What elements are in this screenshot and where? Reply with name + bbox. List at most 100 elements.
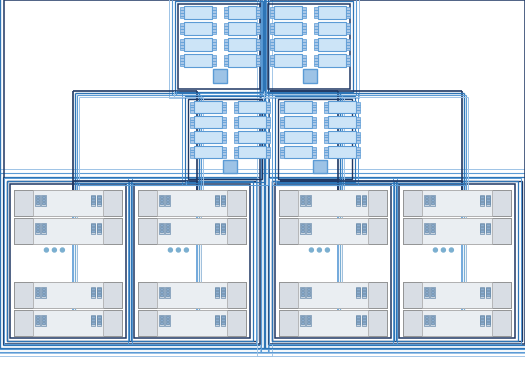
Bar (480, 230, 484, 232)
Bar (221, 294, 225, 296)
Bar (324, 155, 328, 158)
Bar (301, 319, 304, 321)
Bar (215, 291, 218, 293)
Bar (298, 310, 368, 336)
Bar (97, 316, 101, 318)
Bar (314, 48, 318, 51)
Bar (266, 147, 270, 150)
Bar (275, 184, 391, 338)
Bar (36, 230, 39, 232)
Bar (307, 223, 311, 234)
Bar (212, 29, 216, 32)
Bar (307, 195, 311, 205)
Circle shape (449, 248, 454, 252)
Bar (266, 132, 270, 135)
Bar (42, 294, 46, 296)
Bar (36, 316, 39, 318)
Bar (324, 110, 328, 112)
Bar (302, 58, 306, 61)
Bar (324, 120, 328, 122)
Bar (362, 287, 366, 297)
Bar (34, 190, 102, 216)
Bar (312, 120, 316, 122)
Bar (270, 61, 274, 64)
Bar (302, 48, 306, 51)
Bar (91, 319, 94, 321)
Bar (324, 137, 328, 140)
Bar (314, 42, 318, 45)
Bar (314, 26, 318, 29)
Bar (222, 102, 226, 104)
Bar (234, 135, 238, 137)
Bar (212, 64, 216, 66)
Bar (356, 125, 360, 127)
Bar (266, 120, 270, 122)
Bar (238, 131, 266, 143)
Bar (362, 202, 365, 204)
Bar (346, 32, 350, 34)
Bar (160, 230, 163, 232)
Bar (486, 315, 490, 326)
Circle shape (184, 248, 188, 252)
Bar (224, 58, 228, 61)
Bar (222, 110, 226, 112)
Bar (224, 64, 228, 66)
Bar (90, 223, 95, 234)
Bar (256, 23, 260, 26)
Bar (42, 316, 46, 318)
Bar (274, 6, 302, 19)
Bar (430, 315, 435, 326)
Bar (346, 29, 350, 32)
Bar (480, 196, 484, 198)
Bar (190, 107, 194, 110)
Bar (300, 287, 305, 297)
Bar (166, 316, 170, 318)
Bar (362, 322, 365, 324)
Bar (165, 315, 170, 326)
Bar (356, 104, 360, 107)
Bar (362, 230, 365, 232)
Bar (224, 15, 228, 18)
Bar (256, 64, 260, 66)
Bar (307, 315, 311, 326)
Bar (172, 0, 266, 95)
Bar (346, 13, 350, 15)
Bar (268, 177, 525, 345)
Bar (307, 196, 310, 198)
Bar (131, 181, 253, 341)
Bar (328, 146, 356, 158)
Bar (424, 223, 429, 234)
Bar (355, 195, 360, 205)
Bar (14, 282, 122, 308)
Bar (42, 227, 46, 229)
Bar (160, 195, 164, 205)
Bar (314, 10, 318, 13)
Bar (479, 223, 484, 234)
Bar (138, 218, 246, 244)
Bar (224, 7, 228, 10)
Bar (425, 291, 428, 293)
Bar (160, 316, 163, 318)
Bar (180, 64, 184, 66)
Bar (212, 61, 216, 64)
Bar (215, 202, 218, 204)
Bar (403, 282, 423, 308)
Bar (356, 132, 360, 135)
Bar (220, 315, 225, 326)
Bar (486, 199, 489, 201)
Bar (97, 294, 101, 296)
Bar (314, 58, 318, 61)
Bar (302, 15, 306, 18)
Bar (423, 310, 491, 336)
Bar (272, 93, 358, 185)
Bar (356, 107, 360, 110)
Bar (362, 294, 365, 296)
Bar (180, 48, 184, 51)
Bar (314, 15, 318, 18)
Bar (180, 61, 184, 64)
Bar (301, 196, 304, 198)
Bar (166, 291, 170, 293)
Bar (42, 319, 46, 321)
Bar (128, 178, 256, 344)
Bar (188, 99, 262, 179)
